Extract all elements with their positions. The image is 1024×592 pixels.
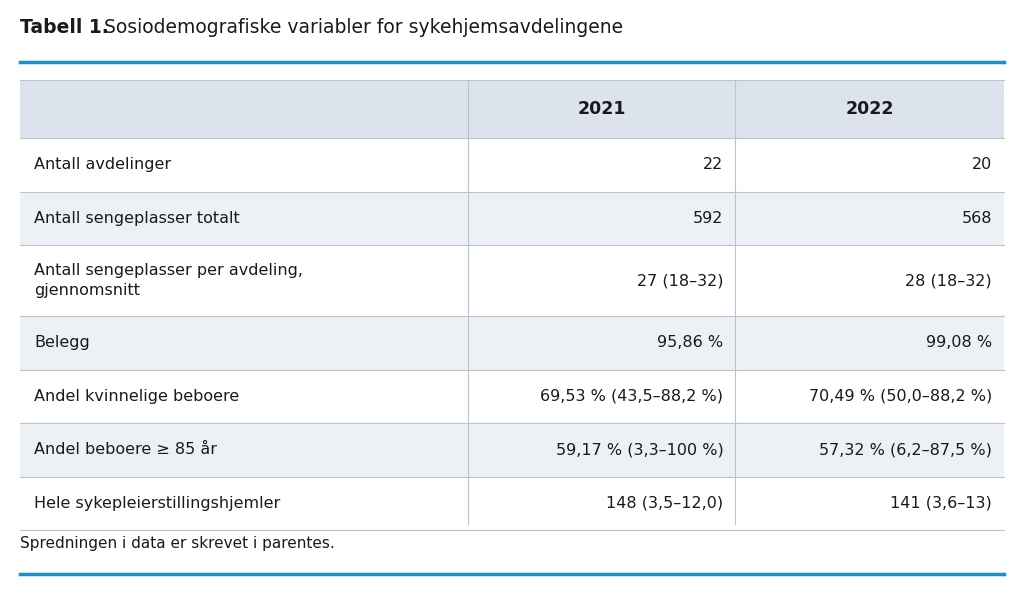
Bar	[20, 138, 1004, 191]
Bar	[20, 316, 1004, 369]
Bar	[20, 369, 1004, 423]
Bar	[20, 191, 1004, 245]
Text: 20: 20	[972, 157, 992, 172]
Text: 59,17 % (3,3–100 %): 59,17 % (3,3–100 %)	[556, 442, 723, 457]
Text: Sosiodemografiske variabler for sykehjemsavdelingene: Sosiodemografiske variabler for sykehjem…	[98, 18, 624, 37]
Text: 568: 568	[962, 211, 992, 226]
Text: 27 (18–32): 27 (18–32)	[637, 273, 723, 288]
Text: 28 (18–32): 28 (18–32)	[905, 273, 992, 288]
Text: Antall sengeplasser totalt: Antall sengeplasser totalt	[34, 211, 240, 226]
Bar	[20, 245, 1004, 316]
Text: Antall avdelinger: Antall avdelinger	[34, 157, 171, 172]
Text: 22: 22	[703, 157, 723, 172]
Text: Spredningen i data er skrevet i parentes.: Spredningen i data er skrevet i parentes…	[20, 536, 335, 551]
Text: Tabell 1.: Tabell 1.	[20, 18, 109, 37]
Text: Belegg: Belegg	[34, 335, 90, 350]
Text: 2021: 2021	[578, 100, 626, 118]
Text: 141 (3,6–13): 141 (3,6–13)	[890, 496, 992, 511]
Text: 57,32 % (6,2–87,5 %): 57,32 % (6,2–87,5 %)	[819, 442, 992, 457]
Text: Andel kvinnelige beboere: Andel kvinnelige beboere	[34, 389, 240, 404]
Text: 95,86 %: 95,86 %	[657, 335, 723, 350]
Text: 99,08 %: 99,08 %	[926, 335, 992, 350]
Bar	[20, 80, 1004, 138]
Text: 592: 592	[693, 211, 723, 226]
Text: Andel beboere ≥ 85 år: Andel beboere ≥ 85 år	[34, 442, 217, 457]
Bar	[20, 423, 1004, 477]
Text: Antall sengeplasser per avdeling,
gjennomsnitt: Antall sengeplasser per avdeling, gjenno…	[34, 263, 303, 298]
Text: Hele sykepleierstillingshjemler: Hele sykepleierstillingshjemler	[34, 496, 281, 511]
Text: 69,53 % (43,5–88,2 %): 69,53 % (43,5–88,2 %)	[541, 389, 723, 404]
Text: 2022: 2022	[846, 100, 894, 118]
Text: 148 (3,5–12,0): 148 (3,5–12,0)	[606, 496, 723, 511]
Bar	[20, 477, 1004, 530]
Text: 70,49 % (50,0–88,2 %): 70,49 % (50,0–88,2 %)	[809, 389, 992, 404]
